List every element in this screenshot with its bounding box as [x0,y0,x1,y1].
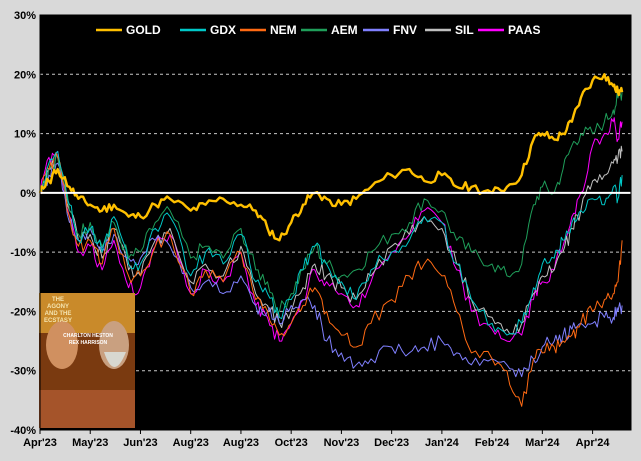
legend-label-nem: NEM [270,23,297,37]
poster-title-line-3: AND THE [45,311,72,317]
poster-beard [104,352,126,367]
legend: GOLD GDX NEM AEM FNV SIL PAAS [96,23,540,37]
series-line-gdx [39,150,623,336]
series-line-fnv [39,162,623,378]
x-tick-label-9: Feb'24 [475,437,510,449]
legend-label-gdx: GDX [210,23,236,37]
y-tick-label-2: 10% [14,129,36,141]
x-tick-label-2: Jun'23 [123,437,157,449]
y-tick-label-1: 20% [14,69,36,81]
x-tick-label-10: Mar'24 [525,437,560,449]
movie-poster-inset: THE AGONY AND THE ECSTASY CHARLTON HESTO… [39,293,135,428]
y-tick-label-3: 0% [20,188,36,200]
x-tick-label-6: Nov'23 [324,437,360,449]
legend-label-paas: PAAS [508,23,540,37]
y-tick-label-5: -20% [10,306,36,318]
x-tick-label-0: Apr'23 [23,437,57,449]
legend-label-fnv: FNV [393,23,417,37]
grid-layer [40,73,631,372]
plot-background [40,15,631,430]
poster-actor-1: CHARLTON HESTON [63,333,113,339]
legend-label-sil: SIL [455,23,474,37]
series-layer [38,73,624,407]
series-line-aem [39,91,623,314]
series-line-nem [39,152,623,407]
legend-label-aem: AEM [331,23,358,37]
y-tick-label-6: -30% [10,366,36,378]
x-tick-label-5: Oct'23 [275,437,308,449]
x-tick-label-1: May'23 [72,437,108,449]
x-axis-ticks: Apr'23 May'23 Jun'23 Aug'23 Aug'23 Oct'23 Nov'… [23,430,610,449]
poster-actor-2: REX HARRISON [69,340,108,346]
poster-face-left [46,321,78,369]
poster-title-line-1: THE [52,297,64,303]
series-line-gold [38,73,624,242]
plot-border [39,14,632,431]
poster-title-line-2: AGONY [47,304,69,310]
x-tick-label-11: Apr'24 [576,437,611,449]
y-tick-label-7: -40% [10,425,36,437]
y-axis-ticks: 30% 20% 10% 0% -10% -20% -30% -40% [10,10,36,437]
poster-crowd-scene [39,390,135,428]
x-tick-label-3: Aug'23 [173,437,209,449]
legend-label-gold: GOLD [126,23,161,37]
y-tick-label-0: 30% [14,10,36,22]
x-tick-label-4: Aug'23 [223,437,259,449]
x-tick-label-7: Dec'23 [374,437,409,449]
x-tick-label-8: Jan'24 [425,437,460,449]
y-tick-label-4: -10% [10,247,36,259]
poster-title-line-4: ECSTASY [44,318,72,324]
